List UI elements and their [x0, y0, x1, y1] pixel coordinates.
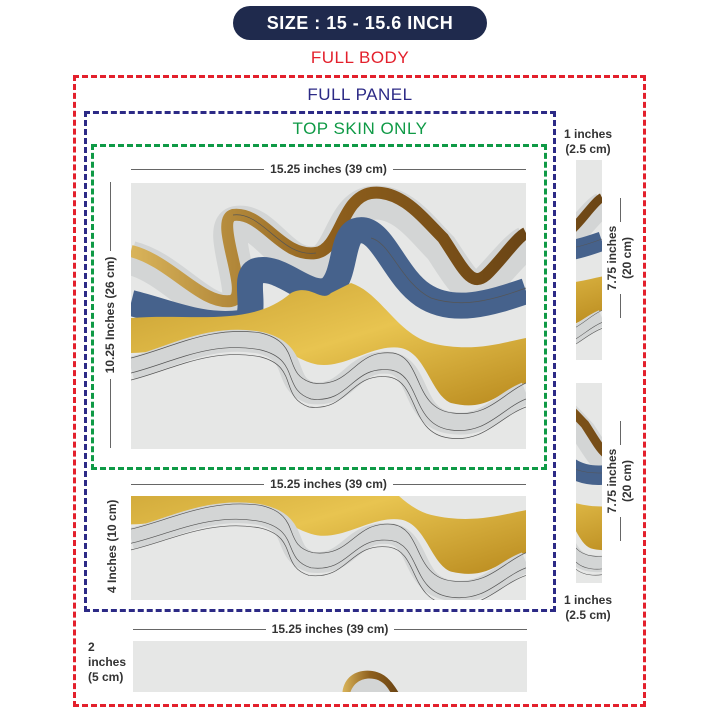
base-width-dimension: 15.25 inches (39 cm): [133, 622, 528, 636]
bottom-height-dimension: 4 Inches (10 cm): [105, 499, 119, 593]
base-height-dimension: 2 inches (5 cm): [88, 640, 127, 684]
top-skin-outline: [91, 144, 547, 470]
full-body-title: FULL BODY: [310, 48, 410, 67]
base-artwork: [133, 641, 527, 692]
full-panel-outline: [84, 111, 556, 612]
strip-1-height-dimension: 7.75 inches (20 cm): [605, 198, 635, 318]
strip-width-bottom: 1 inches (2.5 cm): [563, 593, 613, 622]
top-height-dimension: 10.25 Inches (26 cm): [103, 181, 117, 448]
side-strip-2-artwork: [576, 383, 602, 583]
top-width-dimension: 15.25 inches (39 cm): [131, 162, 527, 176]
bottom-panel-artwork: [131, 496, 526, 600]
size-badge: SIZE : 15 - 15.6 INCH: [233, 6, 487, 40]
bottom-width-dimension: 15.25 inches (39 cm): [131, 477, 527, 491]
full-body-outline: [73, 75, 646, 707]
top-skin-title: TOP SKIN ONLY: [292, 119, 428, 138]
strip-2-height-dimension: 7.75 inches (20 cm): [605, 421, 635, 541]
side-strip-1-artwork: [576, 160, 602, 360]
strip-width-top: 1 inches (2.5 cm): [563, 127, 613, 156]
full-panel-title: FULL PANEL: [307, 85, 413, 104]
top-skin-artwork: [131, 183, 526, 449]
